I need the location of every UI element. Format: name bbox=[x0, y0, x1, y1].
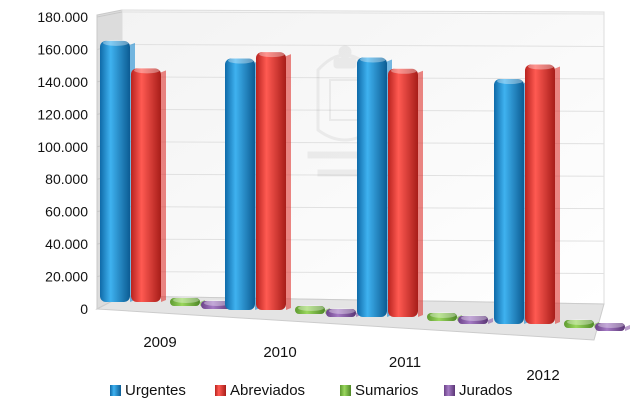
y-tick-label: 60.000 bbox=[45, 204, 88, 220]
bar-side bbox=[161, 70, 166, 303]
bar-urgentes-2011 bbox=[357, 56, 392, 317]
bar-side bbox=[555, 66, 560, 324]
bar-top bbox=[430, 312, 456, 318]
bar-side bbox=[625, 325, 630, 331]
bar-abreviados-2009 bbox=[131, 67, 166, 303]
legend-label: Jurados bbox=[459, 382, 512, 399]
bar-top bbox=[360, 56, 386, 63]
bar-abreviados-2011 bbox=[388, 67, 423, 317]
x-tick-label: 2011 bbox=[389, 354, 421, 371]
bar-front bbox=[458, 316, 488, 324]
bar-front bbox=[131, 68, 161, 303]
gridline bbox=[121, 11, 605, 15]
bar-front bbox=[225, 58, 255, 310]
x-axis: 2009 2010 2011 2012 bbox=[143, 334, 559, 384]
bar-top bbox=[497, 78, 523, 85]
bar-front bbox=[564, 320, 594, 328]
bar-top bbox=[134, 67, 160, 74]
bar-front bbox=[595, 323, 625, 331]
legend-item-abreviados: Abreviados bbox=[215, 382, 305, 399]
bar-top bbox=[528, 63, 554, 70]
legend-item-urgentes: Urgentes bbox=[110, 382, 186, 399]
legend-swatch bbox=[340, 385, 351, 396]
legend-label: Sumarios bbox=[355, 382, 418, 399]
bar-front bbox=[201, 301, 231, 309]
x-tick-label: 2010 bbox=[263, 344, 296, 361]
bar-jurados-2012 bbox=[595, 322, 630, 331]
bar-urgentes-2012 bbox=[494, 78, 529, 325]
y-axis: 0 20.000 40.000 60.000 80.000 100.000 120.000 1… bbox=[37, 9, 88, 317]
x-tick-label: 2012 bbox=[526, 367, 559, 384]
bar-front bbox=[170, 298, 200, 306]
bar-front bbox=[427, 313, 457, 321]
bar-front bbox=[326, 309, 356, 317]
y-tick-label: 160.000 bbox=[37, 41, 88, 57]
gridline-side bbox=[96, 11, 123, 18]
bars bbox=[100, 39, 630, 331]
legend-item-jurados: Jurados bbox=[444, 382, 512, 399]
legend-label: Urgentes bbox=[125, 382, 186, 399]
x-tick-label: 2009 bbox=[143, 334, 176, 351]
y-tick-label: 20.000 bbox=[45, 269, 88, 285]
bar-top bbox=[598, 322, 624, 328]
y-tick-label: 140.000 bbox=[37, 74, 88, 90]
bar-urgentes-2009 bbox=[100, 39, 135, 302]
legend-swatch bbox=[110, 385, 121, 396]
bar-side bbox=[488, 318, 493, 324]
bar-front bbox=[388, 68, 418, 317]
bar-front bbox=[357, 57, 387, 317]
bar-front bbox=[100, 40, 130, 302]
y-tick-label: 120.000 bbox=[37, 106, 88, 122]
gridline bbox=[121, 43, 605, 47]
bar-top bbox=[391, 67, 417, 74]
bar-urgentes-2010 bbox=[225, 57, 260, 310]
bar-top bbox=[298, 305, 324, 311]
bar-side bbox=[286, 54, 291, 310]
bar-top bbox=[173, 297, 199, 303]
bar-top bbox=[461, 315, 487, 321]
bar-front bbox=[295, 306, 325, 314]
bar-top bbox=[228, 57, 254, 64]
bar-top bbox=[103, 39, 129, 46]
bar-top bbox=[204, 300, 230, 306]
bar-jurados-2011 bbox=[458, 315, 493, 324]
y-tick-label: 180.000 bbox=[37, 9, 88, 25]
y-tick-label: 100.000 bbox=[37, 139, 88, 155]
bar-top bbox=[329, 308, 355, 314]
y-tick-label: 0 bbox=[80, 301, 88, 317]
bar-abreviados-2010 bbox=[256, 51, 291, 311]
legend-item-sumarios: Sumarios bbox=[340, 382, 418, 399]
legend: Urgentes Abreviados Sumarios Jurados bbox=[110, 382, 512, 399]
y-tick-label: 40.000 bbox=[45, 236, 88, 252]
bar-front bbox=[525, 64, 555, 324]
bar-abreviados-2012 bbox=[525, 63, 560, 324]
bar-side bbox=[418, 70, 423, 317]
y-tick-label: 80.000 bbox=[45, 171, 88, 187]
legend-label: Abreviados bbox=[230, 382, 305, 399]
bar-top bbox=[259, 51, 285, 58]
legend-swatch bbox=[444, 385, 455, 396]
bar-front bbox=[256, 52, 286, 311]
legend-swatch bbox=[215, 385, 226, 396]
bar-top bbox=[567, 319, 593, 325]
bar-front bbox=[494, 79, 524, 325]
